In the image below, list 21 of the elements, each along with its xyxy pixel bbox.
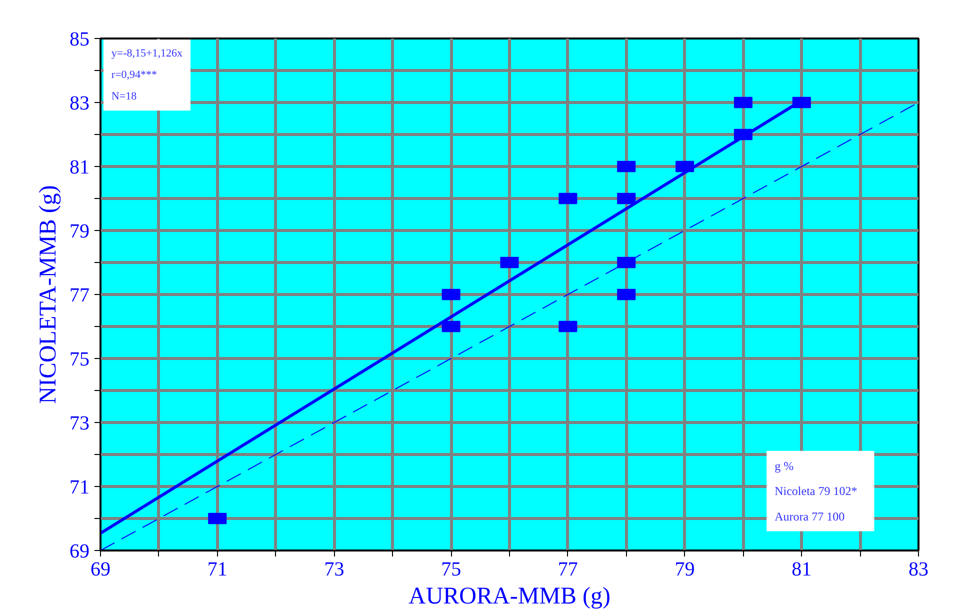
x-tick-label: 73 xyxy=(324,558,344,580)
x-tick-label: 79 xyxy=(674,558,695,580)
y-tick-label: 85 xyxy=(70,28,90,50)
x-tick-label: 71 xyxy=(207,558,228,580)
annotation: y=-8,15+1,126x r=0,94*** N=18 xyxy=(111,47,183,103)
y-tick-label: 79 xyxy=(70,220,90,242)
x-tick-label: 75 xyxy=(441,558,462,580)
y-axis-title: NICOLETA-MMB (g) xyxy=(36,185,62,404)
x-tick-label: 69 xyxy=(90,558,110,580)
annotation: g % Nicoleta 79 102* Aurora 77 100 xyxy=(774,458,858,524)
y-tick-label: 69 xyxy=(70,540,90,562)
y-tick-label: 73 xyxy=(70,412,90,434)
y-tick-label: 81 xyxy=(70,156,90,178)
x-axis-title: AURORA-MMB (g) xyxy=(408,584,611,610)
y-tick-label: 71 xyxy=(70,476,90,498)
y-tick-label: 77 xyxy=(70,284,90,306)
x-tick-label: 81 xyxy=(792,558,812,580)
x-tick-label: 77 xyxy=(558,558,578,580)
x-tick-label: 83 xyxy=(908,558,928,580)
y-tick-label: 83 xyxy=(70,92,90,114)
y-tick-label: 75 xyxy=(70,348,90,370)
